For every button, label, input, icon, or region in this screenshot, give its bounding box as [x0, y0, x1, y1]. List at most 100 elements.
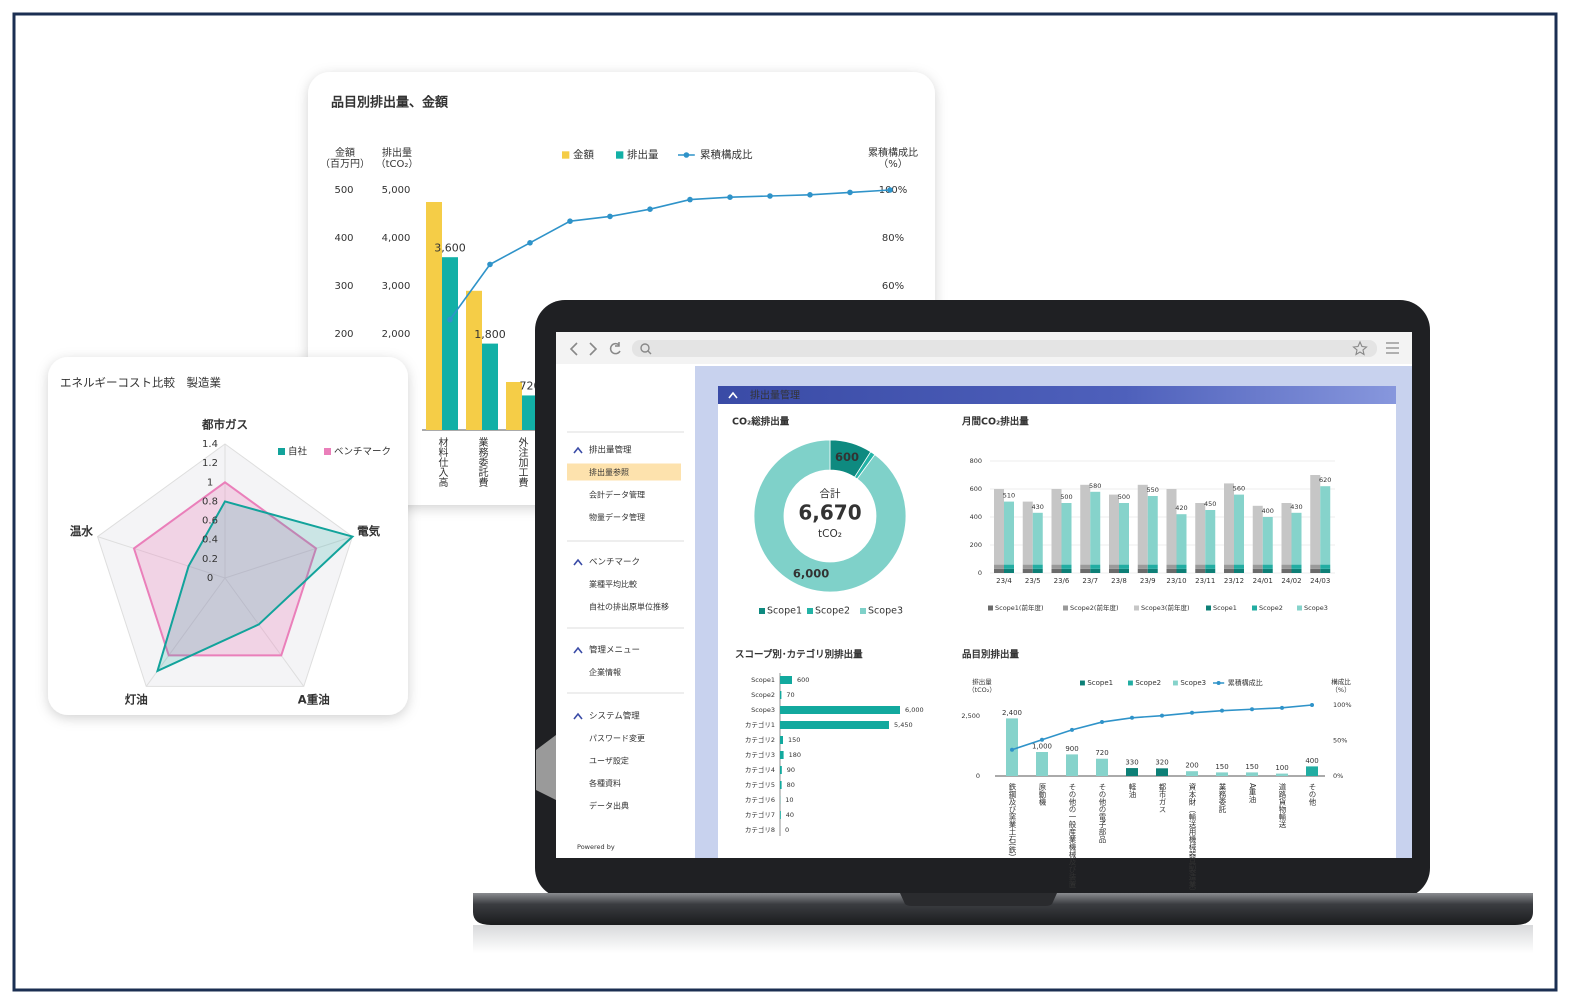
chart-title: CO₂総排出量: [732, 416, 790, 428]
data-label: 5,450: [894, 721, 913, 729]
tick-label: 2,500: [961, 712, 980, 720]
bar-segment: [1022, 564, 1033, 569]
tick-label: 1.4: [202, 439, 218, 450]
data-label: 600: [797, 676, 809, 684]
category-label: 原動機: [1038, 783, 1047, 806]
category-label: カテゴリ7: [745, 810, 775, 819]
bar: [1186, 771, 1198, 776]
line-point: [807, 192, 813, 198]
legend-label: Scope3: [1180, 679, 1206, 687]
category-label: 業務委託: [1218, 782, 1227, 814]
bar-segment: [1310, 564, 1321, 569]
spoke: [224, 536, 353, 579]
tick-label: 4,000: [382, 233, 411, 244]
bar: [1036, 752, 1048, 776]
legend-swatch: [759, 608, 765, 614]
section-title[interactable]: システム管理: [589, 711, 640, 722]
axis-label: （tCO₂）: [376, 158, 419, 170]
donut-segment: [753, 439, 907, 593]
legend-label: ベンチマーク: [334, 447, 391, 458]
menu-item[interactable]: 会計データ管理: [589, 490, 645, 500]
total-label: 510: [1003, 492, 1015, 500]
x-tick-label: 23/9: [1140, 577, 1156, 585]
total-label: 550: [1147, 486, 1159, 494]
category-label: カテゴリ5: [745, 780, 775, 789]
menu-item[interactable]: 排出量参照: [589, 467, 629, 477]
menu-item[interactable]: 物量データ管理: [589, 512, 645, 522]
legend-dot: [683, 152, 690, 158]
bar-segment: [1119, 503, 1129, 565]
legend-label: Scope1: [767, 606, 802, 617]
bar-segment: [1262, 517, 1273, 565]
category-label: Scope2: [751, 691, 775, 699]
bar-segment: [1281, 568, 1292, 573]
menu-item[interactable]: ユーザ設定: [589, 757, 629, 766]
menu-item[interactable]: 業種平均比較: [589, 579, 637, 589]
legend-label: Scope1: [1087, 679, 1113, 687]
line-point: [647, 206, 653, 212]
bar-segment: [1291, 512, 1302, 565]
menu-item[interactable]: パスワード変更: [589, 733, 645, 743]
hbar-chart: スコープ別･カテゴリ別排出量 Scope1 600 Scope2 70 Scope3 6,0…: [735, 649, 924, 836]
line-point: [447, 316, 453, 323]
data-label: 330: [1125, 758, 1138, 766]
tick-label: 200: [334, 329, 353, 340]
bar: [780, 721, 889, 729]
legend-label: Scope1: [1213, 604, 1237, 612]
menu-item[interactable]: データ出典: [589, 801, 629, 811]
legend-swatch: [1252, 605, 1257, 611]
category-label: カテゴリ6: [745, 795, 775, 804]
bar-segment: [1080, 564, 1091, 569]
data-label: 720: [1095, 749, 1108, 757]
data-label: 180: [789, 751, 801, 759]
menu-item[interactable]: 自社の排出原単位推移: [589, 602, 669, 612]
bar-segment: [1166, 489, 1177, 565]
category-label: その他の電子部品: [1098, 783, 1107, 845]
bar-segment: [1090, 491, 1101, 565]
x-tick-label: 24/03: [1310, 577, 1330, 585]
x-tick-label: 23/10: [1166, 577, 1186, 585]
axis-category: 温水: [70, 524, 93, 538]
tick-label: 100%: [879, 185, 908, 196]
axis-label: （tCO₂）: [968, 686, 996, 694]
tick-label: 200: [970, 541, 982, 549]
search-handle: [647, 350, 652, 355]
menu-item[interactable]: 各種資料: [589, 778, 621, 788]
menu-item[interactable]: 企業情報: [589, 667, 621, 677]
section-title[interactable]: 排出量管理: [589, 445, 632, 456]
line-point: [847, 189, 853, 196]
bar-segment: [1320, 568, 1331, 573]
bar-segment: [1109, 494, 1119, 565]
legend-label: Scope3: [1304, 604, 1328, 612]
axis-category: 灯油: [125, 693, 148, 707]
bar-segment: [1281, 564, 1292, 569]
total-label: 620: [1319, 476, 1331, 484]
tick-label: 0: [976, 772, 980, 780]
data-label: 90: [787, 766, 795, 774]
line-point: [887, 187, 893, 193]
line-point: [1070, 727, 1074, 732]
bar-segment: [1032, 564, 1043, 569]
bar-segment: [1262, 564, 1273, 569]
search-icon: [640, 343, 650, 353]
section-title[interactable]: ベンチマーク: [589, 558, 640, 568]
bar: [522, 395, 538, 430]
bar-segment: [1109, 568, 1119, 573]
section-chevron: [573, 446, 583, 454]
legend-label: Scope3: [868, 606, 903, 617]
radar-series: [155, 500, 355, 673]
bar: [780, 766, 782, 774]
category-label: その他の一般産業機械及び装置: [1068, 783, 1077, 890]
bar-segment: [1205, 564, 1216, 569]
data-label: 100: [1275, 764, 1288, 772]
address-bar[interactable]: [632, 340, 1377, 357]
legend-swatch: [324, 448, 331, 455]
category-label: 都市ガス: [1158, 783, 1167, 814]
legend-swatch: [860, 608, 866, 614]
x-tick-label: 23/12: [1224, 577, 1244, 585]
legend-label: Scope2(前年度): [1070, 603, 1119, 612]
radar-chart: エネルギーコスト比較 製造業 0 0.2 0.4 0.6 0.8 1 1.2 1.4 都市ガス電気…: [60, 376, 391, 707]
legend-label: 累積構成比: [1228, 678, 1263, 687]
section-title[interactable]: 管理メニュー: [589, 645, 640, 656]
